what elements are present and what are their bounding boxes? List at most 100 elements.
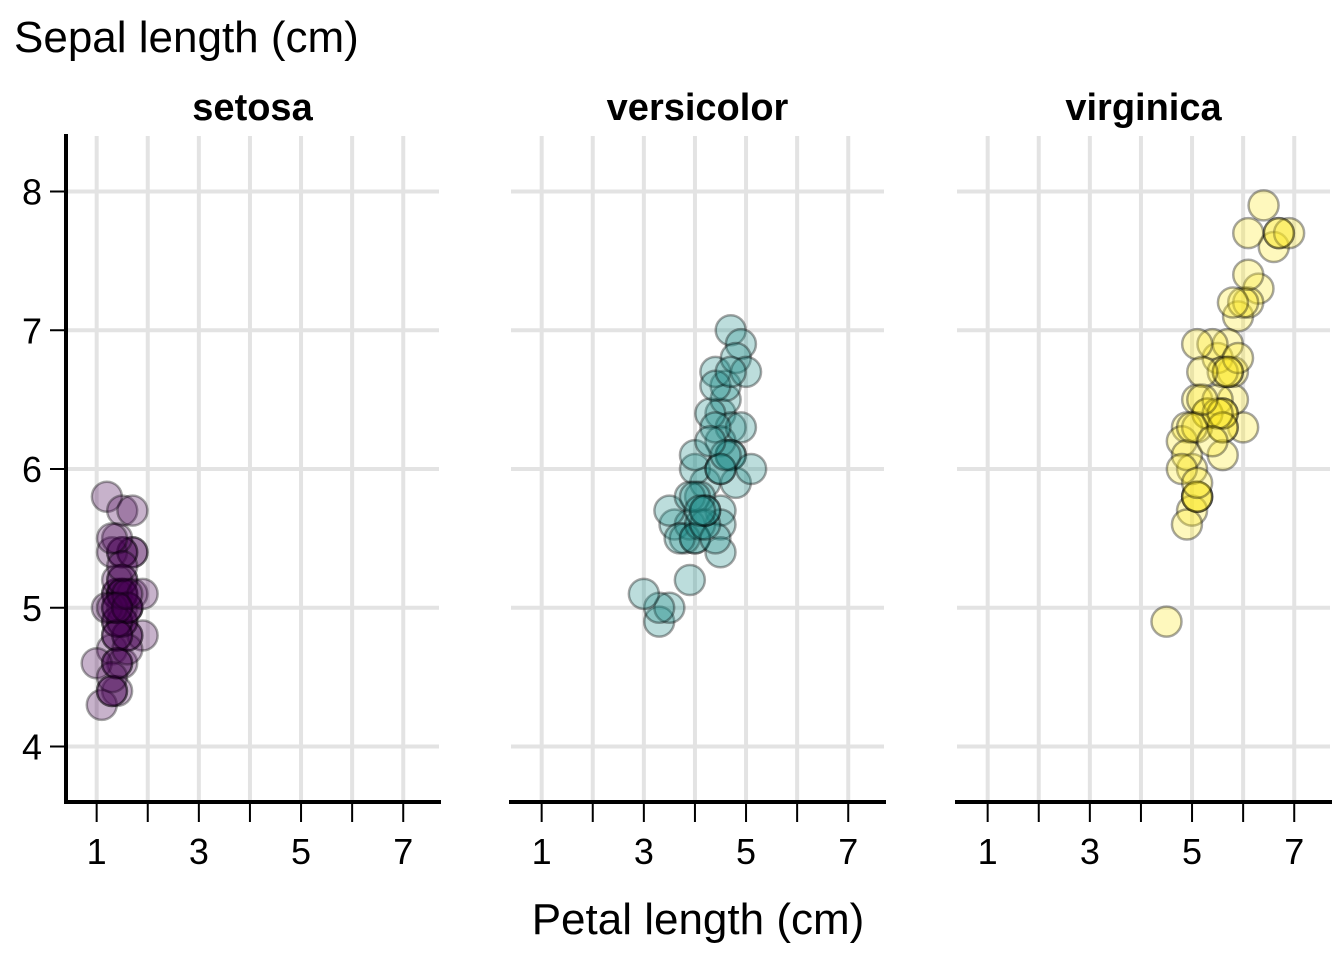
data-point <box>709 369 742 402</box>
data-point <box>116 536 149 569</box>
data-point <box>111 619 144 652</box>
data-point <box>105 605 139 638</box>
data-point <box>126 577 159 611</box>
data-point <box>1180 383 1214 416</box>
data-point <box>1206 438 1239 472</box>
data-point <box>683 480 717 513</box>
facet-panel-virginica: virginica 1 3 5 7 <box>955 87 1332 872</box>
data-point <box>111 591 144 624</box>
data-point <box>95 674 129 708</box>
data-point <box>709 438 742 472</box>
facet-title: setosa <box>192 87 313 129</box>
data-point <box>704 452 737 486</box>
facet-panel-versicolor: versicolor 1 3 5 7 <box>509 87 886 872</box>
data-point <box>95 536 129 569</box>
data-point <box>80 647 113 680</box>
data-point <box>1175 452 1209 486</box>
data-point <box>1206 411 1239 444</box>
data-point <box>688 508 722 541</box>
data-point <box>699 355 732 389</box>
data-point <box>1180 480 1214 513</box>
data-point <box>1231 258 1265 291</box>
x-axis-label: Petal length (cm) <box>532 895 865 944</box>
data-point <box>126 619 159 652</box>
data-point <box>111 591 144 624</box>
data-point <box>105 577 139 611</box>
data-point <box>90 591 124 624</box>
data-point <box>1262 216 1296 250</box>
y-axis-label: Sepal length (cm) <box>14 13 359 62</box>
data-point <box>1165 452 1199 486</box>
data-point <box>704 508 737 541</box>
data-point <box>1242 272 1275 305</box>
data-point <box>653 494 686 527</box>
data-point <box>1211 355 1245 389</box>
data-point <box>1170 438 1204 472</box>
data-point <box>1216 383 1250 416</box>
data-point <box>1180 411 1214 444</box>
data-point <box>105 605 139 638</box>
data-point <box>729 355 763 389</box>
data-point <box>688 494 722 527</box>
data-point <box>642 605 676 638</box>
data-point <box>1272 216 1306 250</box>
data-point <box>653 591 686 624</box>
data-point <box>85 688 119 722</box>
data-point <box>1165 425 1199 458</box>
data-point <box>1231 286 1265 319</box>
data-point <box>1180 480 1214 513</box>
data-point <box>704 452 737 486</box>
y-tick-label: 5 <box>22 588 42 629</box>
data-point <box>1231 216 1265 250</box>
data-point <box>704 494 737 527</box>
data-point <box>1247 189 1280 222</box>
x-tick-label: 7 <box>393 831 413 872</box>
data-point <box>724 411 758 444</box>
data-point <box>668 522 701 555</box>
data-point <box>1186 383 1219 416</box>
data-point <box>699 369 732 402</box>
data-point <box>1226 286 1260 319</box>
data-point <box>704 397 737 430</box>
data-point <box>100 577 134 611</box>
data-point <box>1180 480 1214 513</box>
data-point <box>1201 397 1234 430</box>
data-point <box>105 577 139 611</box>
data-point <box>105 591 139 624</box>
data-point <box>1206 355 1239 389</box>
data-point <box>111 633 144 666</box>
x-tick-label: 1 <box>87 831 107 872</box>
data-point <box>688 494 722 527</box>
facet-title: versicolor <box>607 87 789 129</box>
data-point <box>1257 230 1291 264</box>
data-point <box>100 522 134 555</box>
data-point <box>642 591 676 624</box>
data-point <box>704 536 737 569</box>
data-point <box>678 522 712 555</box>
data-point <box>105 536 139 569</box>
y-tick-label: 7 <box>22 310 42 351</box>
data-point <box>111 619 144 652</box>
data-point <box>1186 355 1219 389</box>
data-point <box>678 438 712 472</box>
data-point <box>95 522 129 555</box>
data-point <box>673 563 707 597</box>
data-point <box>678 452 712 486</box>
data-point <box>1211 327 1245 361</box>
data-point <box>105 536 139 569</box>
x-tick-label: 7 <box>838 831 858 872</box>
data-point <box>627 577 661 611</box>
data-point <box>714 411 747 444</box>
data-point <box>90 480 124 513</box>
x-tick-label: 3 <box>634 831 654 872</box>
data-point <box>1201 341 1234 375</box>
data-point <box>1262 216 1296 250</box>
data-point <box>1221 341 1255 375</box>
data-point <box>688 466 722 500</box>
data-point <box>699 522 732 555</box>
data-point <box>1216 286 1250 319</box>
x-tick-label: 1 <box>532 831 552 872</box>
y-tick-label: 4 <box>22 727 42 768</box>
data-point <box>105 563 139 597</box>
